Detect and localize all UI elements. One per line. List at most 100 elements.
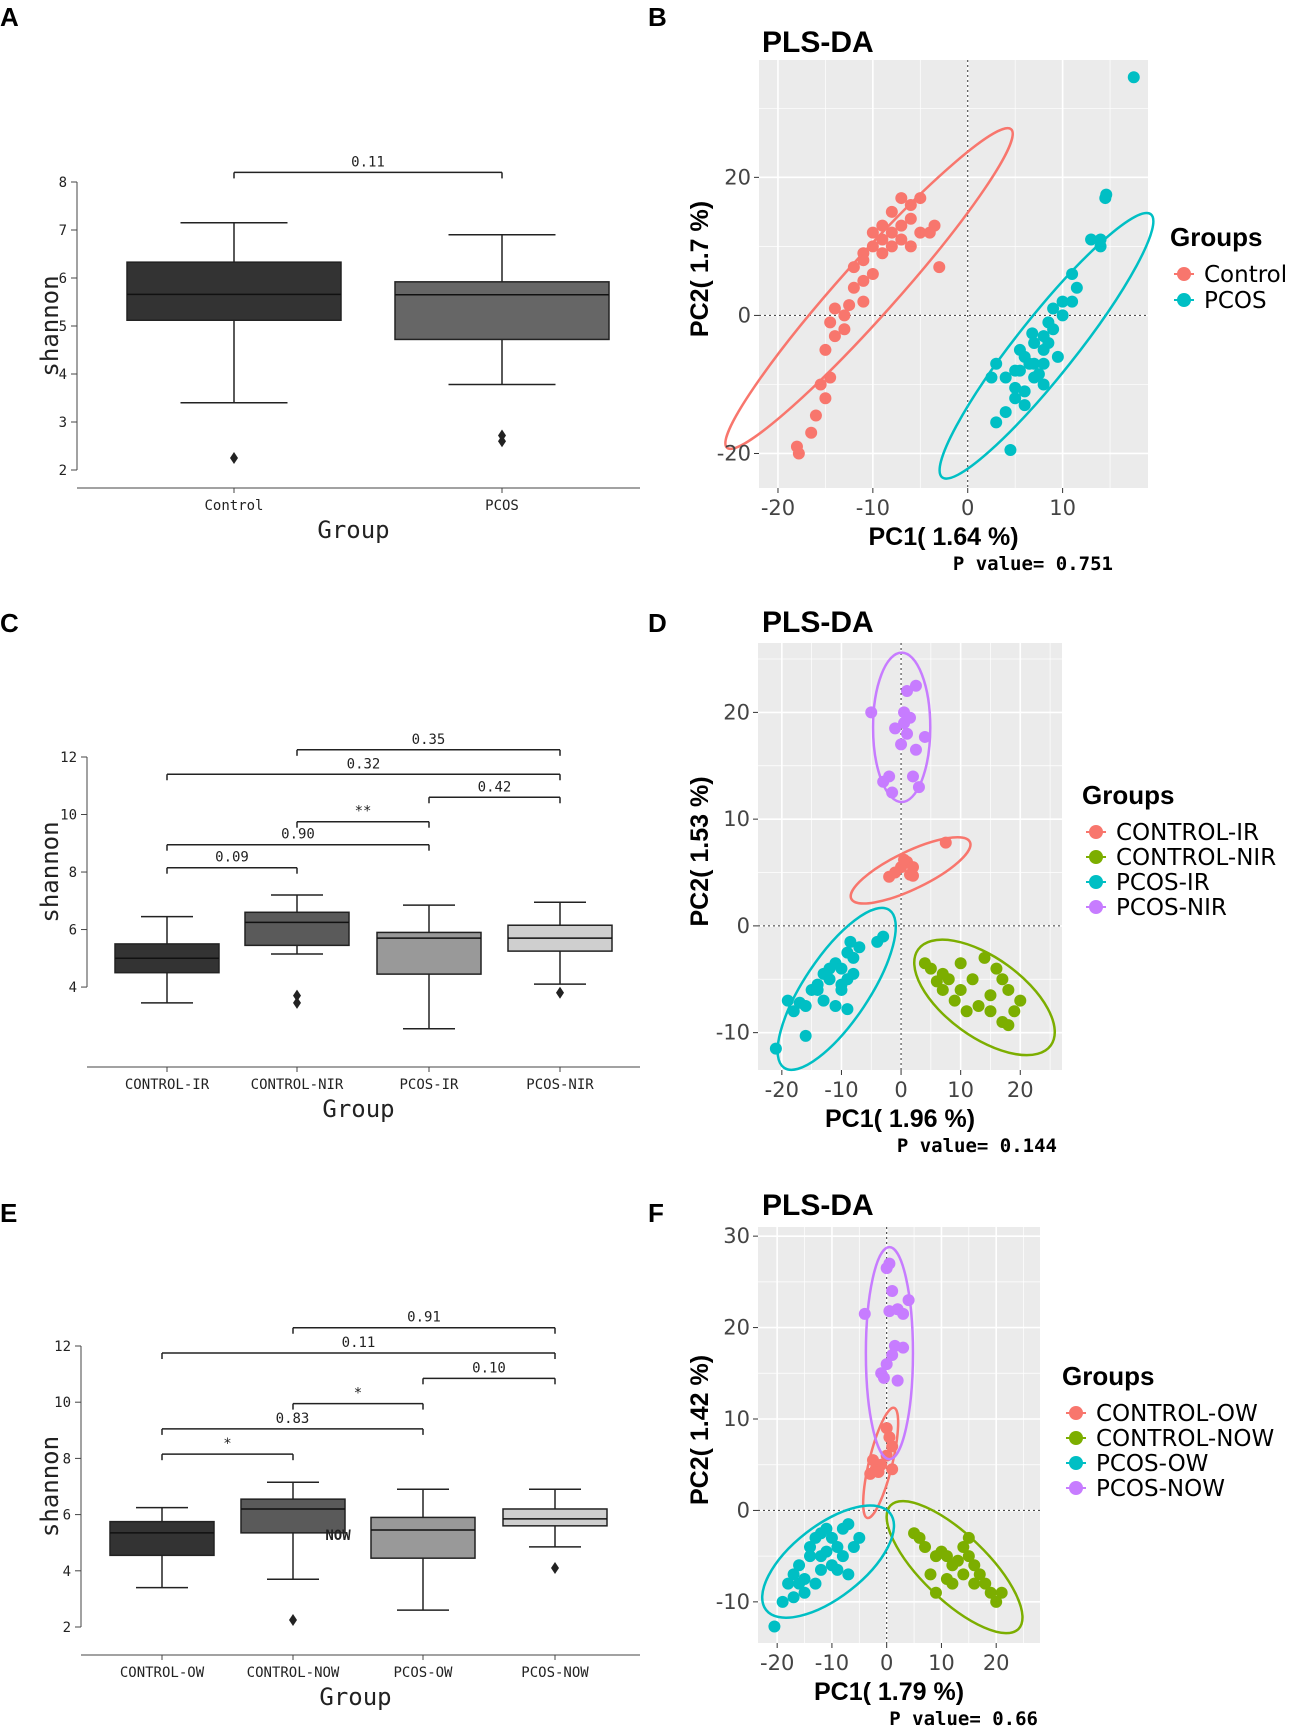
data-point: [836, 1550, 849, 1563]
y-tick-label: 4: [63, 1564, 71, 1580]
legend-item: CONTROL-IR: [1116, 820, 1259, 846]
legend-item: Control: [1204, 262, 1287, 288]
comparison-label: 0.09: [215, 850, 249, 866]
y-tick-label: 6: [59, 271, 67, 287]
data-point: [995, 1586, 1008, 1599]
chart-title: PLS-DA: [762, 606, 874, 639]
outlier-point: [230, 452, 238, 464]
y-axis-title: shannon: [36, 1436, 64, 1537]
confidence-ellipse: [776, 906, 898, 1072]
y-tick-label: 0: [737, 914, 750, 938]
y-tick-label: 5: [59, 319, 67, 335]
confidence-ellipse: [849, 836, 972, 905]
data-point: [847, 281, 860, 294]
data-point: [904, 212, 917, 225]
data-point: [798, 1586, 811, 1599]
data-point: [814, 1550, 827, 1563]
data-point: [1028, 337, 1041, 350]
x-axis-title: Group: [317, 516, 389, 544]
comparison-label: 0.32: [347, 756, 381, 772]
x-axis-title: Group: [322, 1095, 394, 1123]
data-point: [906, 869, 919, 882]
confidence-ellipse: [760, 1504, 896, 1619]
y-tick-label: 8: [59, 175, 67, 191]
legend-item: CONTROL-NOW: [1096, 1426, 1274, 1452]
y-tick-label: 4: [69, 980, 77, 996]
panel-letter-b: B: [648, 2, 667, 32]
data-point: [1013, 343, 1026, 356]
comparison-label: 0.90: [281, 827, 315, 843]
y-tick-label: 4: [59, 367, 67, 383]
data-point: [866, 240, 879, 253]
data-point: [901, 727, 914, 740]
x-tick-label: -20: [761, 496, 795, 520]
x-tick-label: PCOS-NIR: [526, 1077, 594, 1093]
data-point: [885, 240, 898, 253]
comparison-label: 0.10: [472, 1360, 506, 1376]
data-point: [838, 323, 851, 336]
data-point: [1100, 188, 1113, 201]
data-point: [828, 330, 841, 343]
data-point: [883, 1257, 896, 1270]
data-point: [948, 994, 961, 1007]
data-point: [1070, 281, 1083, 294]
plot-background: [759, 60, 1148, 488]
data-point: [844, 935, 857, 948]
comparison-label: 0.91: [407, 1310, 441, 1326]
data-point: [984, 1586, 997, 1599]
data-point: [877, 1371, 890, 1384]
y-tick-label: 10: [60, 808, 77, 824]
outlier-point: [289, 1613, 297, 1626]
y-tick-label: 10: [723, 1407, 750, 1431]
data-point: [809, 409, 822, 422]
data-point: [857, 274, 870, 287]
x-tick-label: 20: [983, 1651, 1010, 1675]
data-point: [768, 1620, 781, 1633]
legend-swatch: [1069, 1481, 1083, 1495]
data-point: [891, 1374, 904, 1387]
data-point: [924, 1568, 937, 1581]
y-tick-label: 7: [59, 223, 67, 239]
series-pcos-now: [858, 1245, 915, 1461]
data-point: [872, 1466, 885, 1479]
data-point: [876, 247, 889, 260]
data-point: [823, 962, 836, 975]
data-point: [914, 226, 927, 239]
data-point: [842, 1518, 855, 1531]
series-control-ow: [861, 1406, 900, 1520]
data-point: [918, 730, 931, 743]
outlier-point: [293, 989, 301, 1002]
x-tick-label: 10: [1049, 496, 1076, 520]
x-tick-label: -10: [824, 1078, 858, 1102]
plsda-panel-b: -20 -10 0 10 -20 0 20 PLS-DA PC1( 1.64 %) PC2( 1.…: [686, 26, 1287, 575]
y-tick-label: 12: [54, 1339, 71, 1355]
box-control-nir: [244, 911, 350, 947]
data-point: [951, 1554, 964, 1567]
comparison-label: 0.42: [478, 779, 512, 795]
data-point: [990, 962, 1003, 975]
data-point: [1094, 240, 1107, 253]
panel-letter-e: E: [0, 1198, 17, 1228]
box-pcos: [394, 281, 610, 341]
data-point: [883, 1305, 896, 1318]
data-point: [1066, 268, 1079, 280]
chart-title: PLS-DA: [762, 26, 874, 59]
data-point: [883, 1431, 896, 1444]
y-tick-label: 8: [69, 865, 77, 881]
legend-swatch: [1089, 900, 1103, 914]
data-point: [889, 722, 902, 735]
data-point: [792, 447, 805, 460]
data-point: [782, 1577, 795, 1590]
data-point: [1008, 1005, 1021, 1018]
confidence-ellipse: [724, 126, 1014, 451]
data-point: [787, 1005, 800, 1018]
legend-swatch: [1177, 267, 1191, 281]
y-axis-title: PC2( 1.42 %): [686, 1355, 714, 1505]
x-tick-label: CONTROL-NOW: [247, 1665, 340, 1681]
chart-title: PLS-DA: [762, 1189, 874, 1222]
outlier-point: [551, 1561, 559, 1574]
box-pcos-ir: [376, 931, 482, 975]
x-tick-label: CONTROL-NIR: [251, 1077, 344, 1093]
y-axis-title: PC2( 1.7 %): [686, 201, 714, 337]
